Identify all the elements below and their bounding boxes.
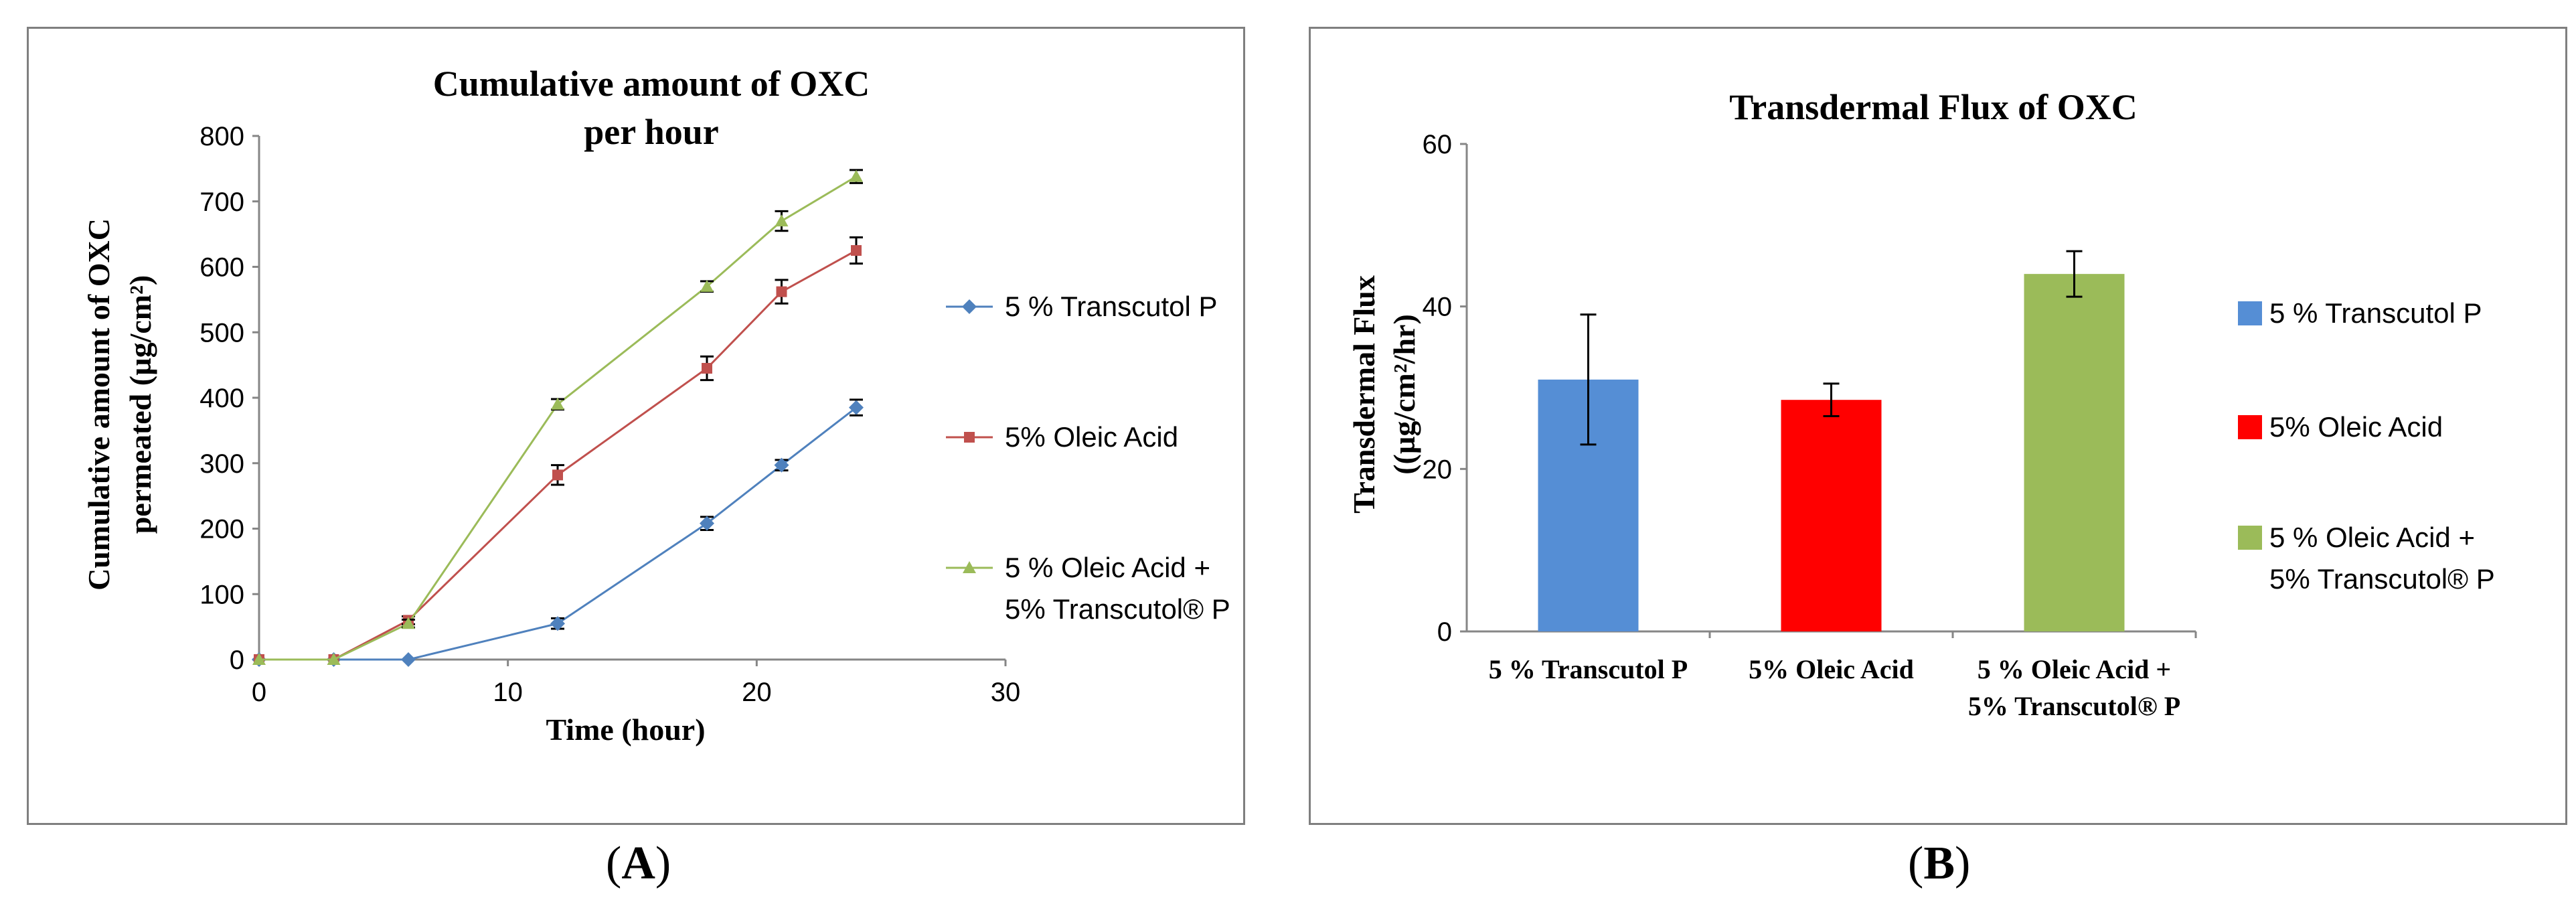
chart-a-data-point bbox=[776, 286, 787, 297]
chart-a-data-point bbox=[702, 363, 712, 374]
chart-a-legend-marker bbox=[963, 561, 976, 573]
chart-a-y-tick-label: 200 bbox=[199, 515, 244, 544]
chart-a-legend-label: 5% Transcutol® P bbox=[1005, 593, 1230, 625]
chart-a-data-point bbox=[327, 653, 341, 665]
chart-a-y-label-line: Cumulative amount of OXC bbox=[82, 218, 116, 591]
chart-a-series-0 bbox=[252, 398, 864, 667]
chart-a-y-tick-label: 800 bbox=[199, 122, 244, 151]
chart-a-legend-marker bbox=[964, 432, 975, 443]
chart-b-category-label: 5 % Oleic Acid + bbox=[1978, 654, 2171, 684]
chart-b-legend-label: 5 % Transcutol P bbox=[2269, 297, 2482, 329]
chart-b-legend-swatch bbox=[2238, 415, 2262, 439]
chart-a-data-point bbox=[551, 397, 564, 410]
chart-b-y-tick-label: 20 bbox=[1423, 455, 1453, 484]
chart-a-series-line bbox=[259, 175, 857, 661]
chart-a-y-tick-label: 400 bbox=[199, 384, 244, 413]
chart-a-data-point bbox=[850, 169, 863, 182]
chart-a-y-tick-label: 0 bbox=[230, 645, 244, 675]
chart-a-y-tick-label: 300 bbox=[199, 449, 244, 479]
chart-a-data-point bbox=[774, 457, 789, 473]
chart-a-legend-label: 5 % Transcutol P bbox=[1005, 291, 1217, 322]
chart-a-y-tick-label: 600 bbox=[199, 253, 244, 283]
chart-a-data-point bbox=[401, 652, 416, 667]
chart-a-x-tick-label: 20 bbox=[742, 678, 772, 707]
chart-b-y-tick-label: 0 bbox=[1437, 617, 1452, 647]
chart-b-legend-swatch bbox=[2238, 301, 2262, 325]
chart-b-title: Transdermal Flux of OXC bbox=[1729, 87, 2137, 127]
chart-a-data-point bbox=[700, 516, 714, 531]
panel-label-b: (B) bbox=[1908, 838, 1971, 889]
chart-b-category-label: 5% Oleic Acid bbox=[1749, 654, 1914, 684]
chart-a-series-line bbox=[259, 249, 857, 661]
bar-chart-svg: Transdermal Flux of OXC 0 20 40 60 Transderma… bbox=[1347, 87, 2495, 721]
chart-b-legend-label: 5% Oleic Acid bbox=[2269, 411, 2443, 443]
chart-b-legend-label: 5 % Oleic Acid + bbox=[2269, 522, 2475, 553]
chart-a-data-point bbox=[700, 279, 714, 292]
chart-b-y-tick-label: 40 bbox=[1423, 293, 1453, 322]
chart-a-legend-label: 5% Oleic Acid bbox=[1005, 421, 1178, 453]
chart-a-y-label-line: permeated (µg/cm²) bbox=[123, 275, 157, 534]
chart-b-y-tick-label: 60 bbox=[1423, 130, 1453, 159]
chart-a-data-point bbox=[851, 245, 862, 256]
chart-a-data-point bbox=[552, 469, 563, 481]
chart-a-data-point bbox=[775, 214, 789, 227]
chart-b-bar bbox=[1781, 400, 1882, 631]
chart-b-legend-swatch bbox=[2238, 526, 2262, 550]
panel-b-bar-chart: Transdermal Flux of OXC 0 20 40 60 Transderma… bbox=[1309, 27, 2567, 825]
chart-a-data-point bbox=[252, 653, 266, 665]
panel-a-line-chart: Cumulative amount of OXC per hour 0 100 200 3… bbox=[27, 27, 1245, 825]
panel-label-a: (A) bbox=[606, 838, 671, 889]
chart-b-y-label-line: Transdermal Flux bbox=[1347, 275, 1381, 514]
chart-a-data-point bbox=[849, 400, 864, 415]
chart-a-x-tick-label: 10 bbox=[493, 678, 523, 707]
chart-a-y-tick-label: 700 bbox=[199, 187, 244, 217]
chart-a-data-point bbox=[402, 617, 415, 629]
chart-a-title-line: per hour bbox=[584, 112, 719, 152]
chart-a-x-tick-label: 0 bbox=[252, 678, 266, 707]
chart-b-y-label-line: ((µg/cm²/hr) bbox=[1387, 314, 1421, 475]
chart-a-legend-marker bbox=[962, 299, 977, 314]
panel-label-b-letter: B bbox=[1923, 838, 1955, 889]
chart-b-category-label: 5 % Transcutol P bbox=[1489, 654, 1688, 684]
chart-a-legend-label: 5 % Oleic Acid + bbox=[1005, 552, 1210, 583]
chart-a-y-tick-label: 100 bbox=[199, 580, 244, 609]
chart-a-series-2 bbox=[252, 169, 863, 665]
chart-a-data-point bbox=[550, 616, 565, 631]
chart-a-series-1 bbox=[254, 236, 863, 665]
chart-a-y-tick-label: 500 bbox=[199, 318, 244, 348]
chart-a-x-label: Time (hour) bbox=[546, 712, 705, 747]
chart-b-bar bbox=[2024, 274, 2125, 632]
panel-label-a-letter: A bbox=[621, 838, 655, 889]
chart-b-category-label: 5% Transcutol® P bbox=[1968, 691, 2180, 721]
chart-a-title-line: Cumulative amount of OXC bbox=[433, 64, 870, 104]
chart-a-x-tick-label: 30 bbox=[991, 678, 1021, 707]
chart-b-legend-label: 5% Transcutol® P bbox=[2269, 563, 2495, 595]
